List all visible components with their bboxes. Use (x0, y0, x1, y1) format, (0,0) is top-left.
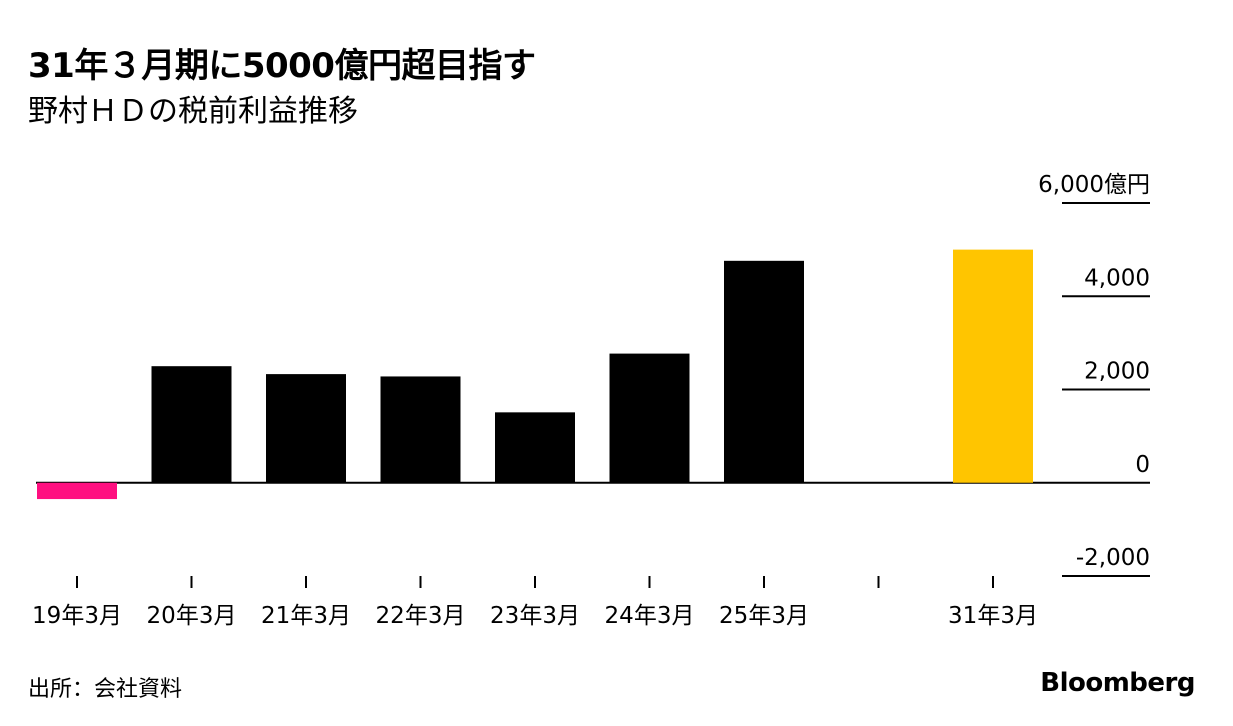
chart-subtitle: 野村ＨＤの税前利益推移 (28, 94, 358, 129)
x-tick-label: 19年3月 (32, 603, 122, 629)
y-tick-label: 0 (1135, 452, 1150, 478)
x-tick-label: 22年3月 (376, 603, 466, 629)
x-tick-label: 31年3月 (948, 603, 1038, 629)
bar-2 (151, 366, 232, 483)
x-tick-label: 21年3月 (261, 603, 351, 629)
x-tick-label: 24年3月 (605, 603, 695, 629)
bar-4 (380, 376, 461, 483)
x-tick-label: 20年3月 (147, 603, 237, 629)
bloomberg-logo: Bloomberg (1040, 668, 1195, 698)
y-tick-label: 6,000億円 (1038, 172, 1150, 198)
y-tick-label: 2,000 (1084, 359, 1150, 385)
bar-7 (724, 260, 804, 483)
bar-9 (953, 249, 1033, 483)
source-note: 出所：会社資料 (28, 677, 183, 702)
bar-6 (609, 353, 690, 483)
chart-title: 31年３月期に5000億円超目指す (28, 46, 536, 86)
y-tick-label: -2,000 (1076, 545, 1150, 571)
bar-3 (266, 374, 346, 483)
x-tick-label: 25年3月 (719, 603, 809, 629)
bar-1 (37, 482, 117, 500)
x-tick-label: 23年3月 (490, 603, 580, 629)
bar-5 (495, 412, 575, 483)
y-tick-label: 4,000 (1084, 265, 1150, 291)
